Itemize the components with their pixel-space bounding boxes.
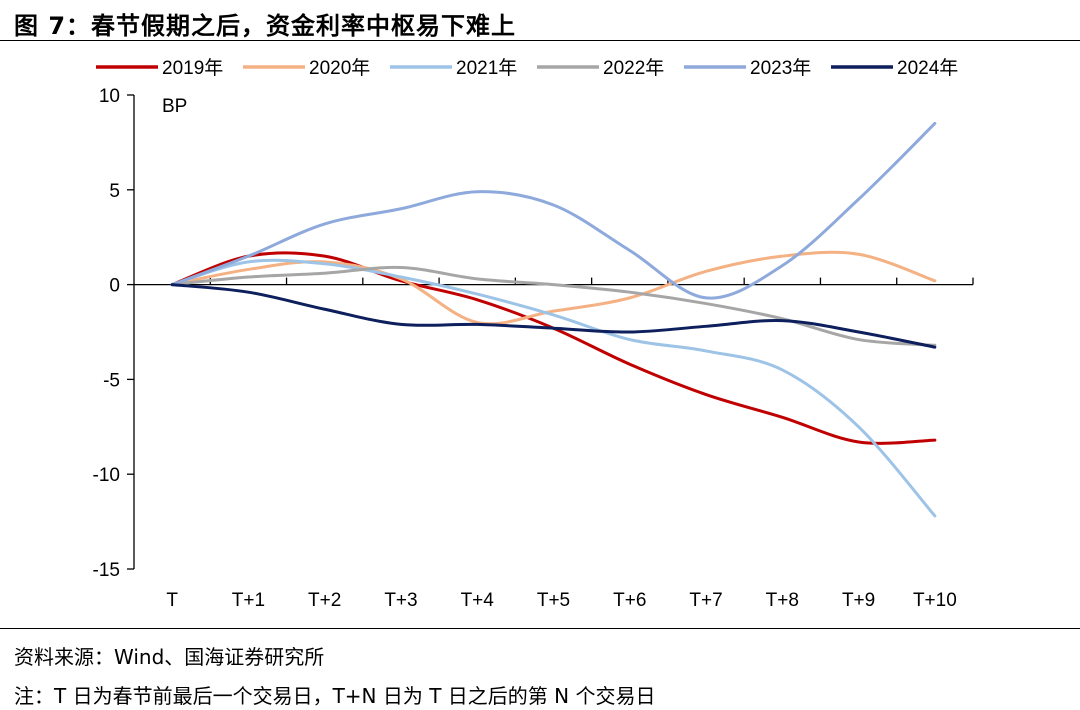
axes: 10 5 0 -5 -10 -15 T T+1 T+2 T+3 T+4 T+5 T+6 T+7 T+8 T+9… — [93, 86, 974, 611]
x-tick-label: T+2 — [308, 590, 341, 611]
x-tick-label: T+6 — [613, 590, 646, 611]
legend-label: 2020年 — [309, 57, 370, 79]
legend-label: 2023年 — [750, 57, 811, 79]
x-tick-label: T+3 — [384, 590, 417, 611]
x-tick-label: T+8 — [766, 590, 799, 611]
series-line-2022年 — [170, 265, 937, 347]
legend-label: 2021年 — [456, 57, 517, 79]
series-line-2023年 — [170, 121, 937, 300]
top-rule — [0, 40, 1080, 41]
y-tick-label: -5 — [103, 370, 120, 391]
legend: 2019年 2020年 2021年 2022年 2023年 2024年 — [96, 57, 958, 79]
line-chart: 2019年 2020年 2021年 2022年 2023年 2024年 10 5 0 -5 -10… — [93, 57, 974, 611]
x-tick-label: T+5 — [537, 590, 570, 611]
y-tick-label: 10 — [99, 86, 120, 107]
series-line-2020年 — [170, 250, 937, 326]
y-tick-label: 5 — [109, 181, 120, 202]
footnote: 注：T 日为春节前最后一个交易日，T+N 日为 T 日之后的第 N 个交易日 — [14, 684, 656, 708]
y-tick-label: -15 — [93, 560, 120, 581]
legend-label: 2019年 — [162, 57, 223, 79]
series-lines — [170, 121, 937, 518]
y-tick-label: 0 — [109, 276, 120, 297]
x-tick-label: T — [166, 590, 178, 611]
x-tick-label: T+7 — [689, 590, 722, 611]
x-tick-label: T+10 — [913, 590, 957, 611]
bottom-rule — [0, 628, 1080, 629]
x-tick-label: T+9 — [842, 590, 875, 611]
y-unit-label: BP — [162, 96, 187, 117]
x-tick-label: T+4 — [461, 590, 495, 611]
source-note: 资料来源：Wind、国海证券研究所 — [14, 645, 325, 669]
series-line-2024年 — [170, 283, 937, 349]
y-tick-label: -10 — [93, 465, 120, 486]
legend-label: 2022年 — [603, 57, 664, 79]
series-line-2021年 — [170, 258, 937, 518]
legend-label: 2024年 — [897, 57, 958, 79]
x-tick-label: T+1 — [232, 590, 265, 611]
figure-title: 图 7：春节假期之后，资金利率中枢易下难上 — [14, 12, 517, 40]
